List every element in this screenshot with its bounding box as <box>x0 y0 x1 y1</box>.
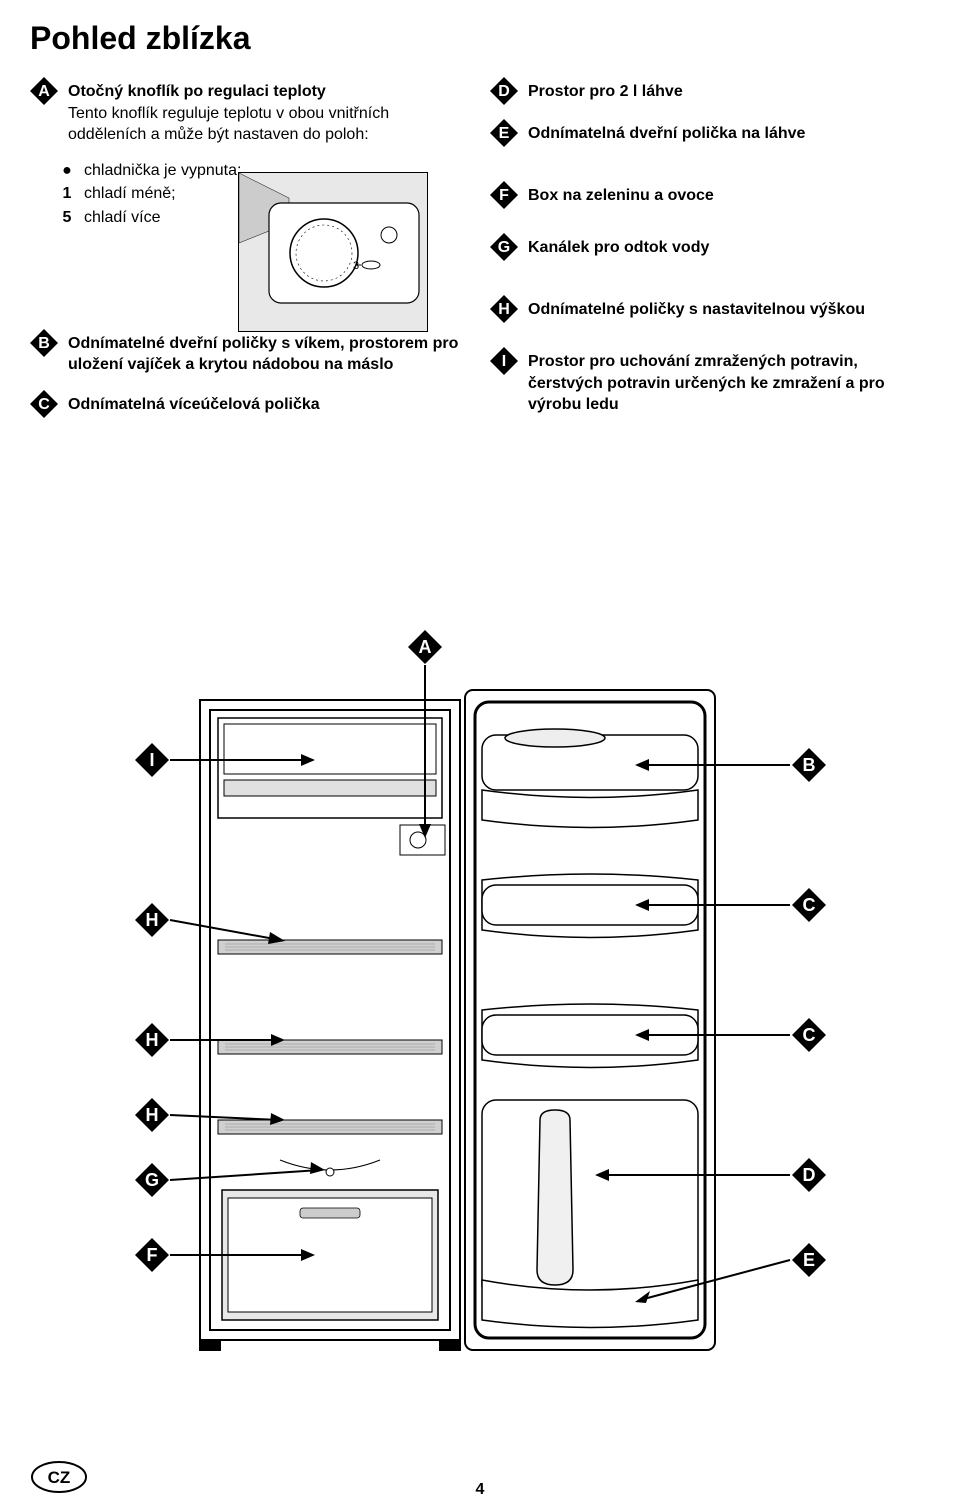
settings-text-1: chladí méně; <box>84 183 176 205</box>
fridge-diagram: A I H H H G F <box>0 620 960 1400</box>
page-title: Pohled zblízka <box>30 20 930 57</box>
settings-bullet-0: ● <box>60 160 74 182</box>
settings-bullet-1: 1 <box>60 183 74 205</box>
svg-text:F: F <box>499 187 509 204</box>
legend-item-i: I Prostor pro uchování zmražených potrav… <box>490 347 930 416</box>
page-number: 4 <box>476 1481 485 1499</box>
diamond-g-icon: G <box>490 233 518 261</box>
legend-item-e: E Odnímatelná dveřní polička na láhve <box>490 119 930 147</box>
settings-row-2: 5 chladí více <box>60 207 250 229</box>
svg-text:C: C <box>803 1025 816 1045</box>
svg-text:F: F <box>147 1245 158 1265</box>
svg-text:H: H <box>146 1105 159 1125</box>
diamond-a-icon: A <box>30 77 58 105</box>
legend-h-title: Odnímatelné poličky s nastavitelnou výšk… <box>528 295 865 321</box>
legend-a-desc: Tento knoflík reguluje teplotu v obou vn… <box>68 103 470 146</box>
svg-text:I: I <box>149 750 154 770</box>
knob-figure: 3 <box>238 172 428 332</box>
svg-text:A: A <box>419 637 432 657</box>
svg-text:E: E <box>803 1250 815 1270</box>
legend-item-f: F Box na zeleninu a ovoce <box>490 181 930 209</box>
svg-text:H: H <box>498 301 510 318</box>
legend-d-title: Prostor pro 2 l láhve <box>528 77 683 103</box>
svg-text:G: G <box>145 1170 159 1190</box>
settings-text-0: chladnička je vypnuta; <box>84 160 241 182</box>
diamond-c-icon: C <box>30 390 58 418</box>
svg-text:C: C <box>803 895 816 915</box>
diamond-h-icon: H <box>490 295 518 323</box>
svg-text:3: 3 <box>353 260 359 272</box>
svg-text:B: B <box>803 755 816 775</box>
legend-item-h: H Odnímatelné poličky s nastavitelnou vý… <box>490 295 930 323</box>
settings-row-1: 1 chladí méně; <box>60 183 250 205</box>
legend-item-d: D Prostor pro 2 l láhve <box>490 77 930 105</box>
legend-c-title: Odnímatelná víceúčelová polička <box>68 390 320 416</box>
svg-text:H: H <box>146 1030 159 1050</box>
svg-text:C: C <box>38 396 50 413</box>
svg-text:CZ: CZ <box>48 1468 71 1487</box>
svg-text:I: I <box>502 353 506 370</box>
diamond-b-icon: B <box>30 329 58 357</box>
diamond-d-icon: D <box>490 77 518 105</box>
diamond-e-icon: E <box>490 119 518 147</box>
legend-item-c: C Odnímatelná víceúčelová polička <box>30 390 470 418</box>
svg-text:G: G <box>498 239 510 256</box>
svg-text:D: D <box>803 1165 816 1185</box>
legend-item-b: B Odnímatelné dveřní poličky s víkem, pr… <box>30 329 470 376</box>
svg-text:H: H <box>146 910 159 930</box>
legend-a-title: Otočný knoflík po regulaci teploty <box>68 77 470 103</box>
page-footer: CZ 4 <box>0 1481 960 1499</box>
legend-f-title: Box na zeleninu a ovoce <box>528 181 714 207</box>
legend-b-title: Odnímatelné dveřní poličky s víkem, pros… <box>68 329 470 376</box>
legend-e-title: Odnímatelná dveřní polička na láhve <box>528 119 805 145</box>
settings-text-2: chladí více <box>84 207 160 229</box>
svg-text:D: D <box>498 83 510 100</box>
settings-row-0: ● chladnička je vypnuta; <box>60 160 250 182</box>
svg-text:E: E <box>499 125 510 142</box>
settings-list: ● chladnička je vypnuta; 1 chladí méně; … <box>60 160 250 229</box>
legend-g-title: Kanálek pro odtok vody <box>528 233 709 259</box>
country-badge: CZ <box>30 1460 88 1499</box>
legend-i-title: Prostor pro uchování zmražených potravin… <box>528 347 930 416</box>
legend-item-g: G Kanálek pro odtok vody <box>490 233 930 261</box>
svg-text:B: B <box>38 335 50 352</box>
legend-item-a: A Otočný knoflík po regulaci teploty Ten… <box>30 77 470 146</box>
svg-text:A: A <box>38 83 50 100</box>
diamond-f-icon: F <box>490 181 518 209</box>
diamond-i-icon: I <box>490 347 518 375</box>
settings-bullet-2: 5 <box>60 207 74 229</box>
